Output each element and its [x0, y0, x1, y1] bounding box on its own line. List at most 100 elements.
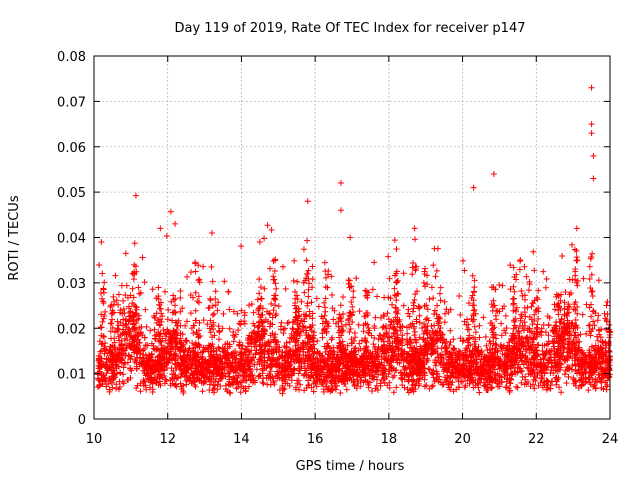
- data-point: [163, 359, 170, 366]
- data-point: [117, 369, 124, 376]
- data-point: [373, 367, 380, 374]
- data-point: [441, 319, 448, 326]
- data-point: [296, 332, 303, 339]
- data-point: [268, 226, 275, 233]
- data-point: [198, 379, 205, 386]
- data-point: [597, 376, 604, 383]
- data-point: [96, 262, 103, 268]
- data-point: [592, 375, 599, 382]
- data-point: [289, 325, 296, 332]
- data-point: [309, 284, 316, 291]
- data-point: [176, 348, 183, 355]
- data-point-notable: [208, 229, 215, 236]
- data-point: [208, 263, 215, 270]
- data-point: [314, 349, 321, 356]
- data-point: [250, 329, 257, 336]
- data-point: [161, 372, 168, 379]
- data-point: [504, 359, 511, 366]
- data-point: [122, 316, 129, 323]
- data-point: [300, 279, 307, 286]
- data-point: [544, 378, 551, 385]
- data-point: [391, 323, 398, 330]
- data-point: [506, 339, 513, 346]
- x-tick-label: 12: [159, 432, 176, 447]
- data-point: [592, 385, 599, 392]
- data-point: [501, 303, 508, 310]
- data-point: [113, 385, 120, 392]
- data-point: [284, 320, 291, 327]
- data-point: [501, 374, 508, 381]
- data-point: [137, 289, 144, 296]
- data-point: [210, 382, 217, 389]
- data-point: [226, 325, 233, 332]
- data-point: [534, 370, 541, 377]
- data-point: [443, 306, 450, 313]
- data-point: [210, 310, 217, 317]
- data-point: [303, 384, 310, 391]
- data-point: [500, 367, 507, 374]
- data-point: [430, 382, 437, 389]
- data-point: [506, 389, 513, 396]
- data-point: [433, 267, 440, 274]
- data-point: [155, 368, 162, 375]
- data-point: [344, 342, 351, 349]
- data-point: [441, 376, 448, 383]
- data-point: [525, 379, 532, 386]
- data-point: [561, 371, 568, 378]
- data-point-notable: [172, 220, 179, 227]
- data-point: [523, 273, 530, 280]
- data-point: [143, 367, 150, 374]
- data-point: [456, 372, 463, 379]
- data-point: [248, 357, 255, 364]
- data-point: [320, 386, 327, 393]
- data-point: [511, 288, 518, 295]
- data-point: [184, 318, 191, 325]
- data-point: [220, 310, 227, 317]
- data-point: [196, 276, 203, 283]
- data-point: [401, 384, 408, 391]
- data-point: [289, 318, 296, 325]
- data-point: [416, 334, 423, 341]
- data-point: [553, 374, 560, 381]
- data-point: [475, 381, 482, 388]
- data-points: [94, 84, 613, 397]
- data-point: [123, 321, 130, 328]
- data-point: [385, 253, 392, 260]
- data-point: [433, 359, 440, 366]
- data-point: [482, 333, 489, 340]
- data-point: [349, 303, 356, 310]
- data-point: [116, 337, 123, 344]
- data-point: [152, 336, 159, 343]
- data-point: [496, 308, 503, 315]
- data-point: [196, 319, 203, 326]
- data-point: [510, 300, 517, 307]
- data-point: [497, 356, 504, 363]
- data-point: [542, 284, 549, 291]
- data-point: [118, 282, 125, 289]
- data-point: [527, 368, 534, 375]
- data-point: [143, 342, 150, 349]
- data-point: [374, 293, 381, 300]
- data-point: [245, 359, 252, 366]
- data-point: [472, 382, 479, 389]
- data-point: [260, 380, 267, 387]
- data-point: [558, 315, 565, 322]
- data-point: [290, 352, 297, 359]
- data-point: [169, 357, 176, 364]
- data-point: [489, 307, 496, 314]
- data-point: [487, 384, 494, 391]
- data-point: [101, 279, 108, 286]
- data-point: [257, 284, 264, 291]
- data-point: [565, 303, 572, 310]
- data-point: [424, 306, 431, 313]
- data-point: [227, 360, 234, 367]
- data-point: [243, 373, 250, 380]
- data-point: [569, 362, 576, 369]
- data-point: [272, 296, 279, 303]
- data-point: [517, 256, 524, 263]
- data-point: [180, 389, 187, 396]
- data-point: [279, 382, 286, 389]
- data-point: [281, 385, 288, 392]
- data-point: [387, 364, 394, 371]
- data-point: [415, 376, 422, 383]
